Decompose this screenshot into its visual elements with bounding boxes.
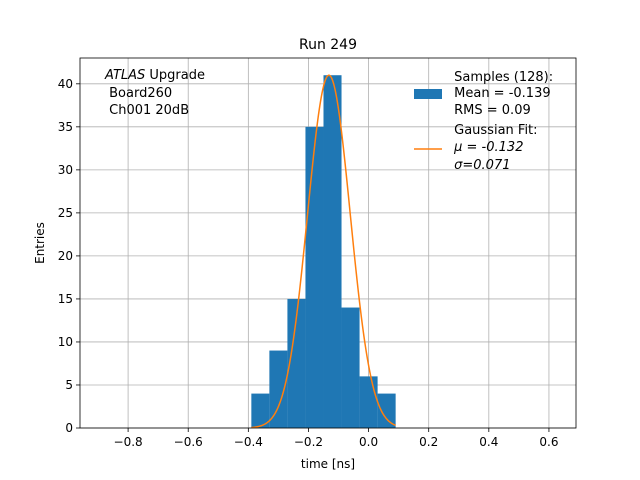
histogram-bar [359, 376, 378, 428]
x-tick-label: −0.2 [294, 435, 323, 449]
annotation-box: ATLAS Upgrade Board260 Ch001 20dB [104, 68, 205, 118]
legend-swatch-samples [414, 89, 442, 99]
legend-samples-line-1: Samples (128): [450, 70, 553, 85]
y-tick-label: 10 [58, 335, 73, 349]
y-tick-label: 35 [58, 120, 73, 134]
legend-fit-line-1: Gaussian Fit: [450, 123, 538, 138]
x-axis-ticks: −0.8 −0.6 −0.4 −0.2 0.0 0.2 0.4 0.6 [114, 428, 558, 449]
legend: Samples (128): Mean = -0.139 RMS = 0.09 … [414, 70, 553, 173]
y-axis-ticks: 0 5 10 15 20 25 30 35 40 [58, 77, 80, 435]
y-tick-label: 20 [58, 249, 73, 263]
x-axis-label: time [ns] [301, 457, 355, 471]
histogram-bar [287, 298, 306, 428]
histogram-bar [341, 307, 360, 428]
annotation-line-1: ATLAS Upgrade [104, 68, 205, 83]
x-tick-label: 0.4 [479, 435, 498, 449]
x-tick-label: −0.4 [234, 435, 263, 449]
legend-fit-line-2: μ = -0.132 [450, 140, 523, 155]
x-tick-label: 0.0 [359, 435, 378, 449]
histogram-bar [251, 393, 270, 428]
y-tick-label: 25 [58, 206, 73, 220]
annotation-line-2: Board260 [105, 86, 172, 101]
y-tick-label: 5 [65, 378, 73, 392]
histogram-bars [251, 75, 396, 429]
y-tick-label: 0 [65, 421, 73, 435]
x-tick-label: 0.6 [539, 435, 558, 449]
legend-samples-line-3: RMS = 0.09 [450, 103, 531, 118]
legend-fit-line-3: σ=0.071 [450, 158, 510, 173]
histogram-bar [377, 393, 396, 428]
plot-frame [79, 57, 577, 429]
histogram-bar [305, 126, 324, 428]
x-tick-label: −0.6 [174, 435, 203, 449]
y-tick-label: 40 [58, 77, 73, 91]
legend-samples-line-2: Mean = -0.139 [450, 86, 551, 101]
annotation-upgrade: Upgrade [145, 68, 205, 83]
y-tick-label: 30 [58, 163, 73, 177]
x-tick-label: −0.8 [114, 435, 143, 449]
gaussian-fit-curve [251, 74, 396, 429]
y-tick-label: 15 [58, 292, 73, 306]
histogram-bar [323, 75, 342, 429]
x-tick-label: 0.2 [419, 435, 438, 449]
y-axis-label: Entries [33, 222, 47, 264]
histogram-bar [269, 350, 288, 428]
annotation-atlas: ATLAS [104, 68, 145, 83]
annotation-line-3: Ch001 20dB [105, 103, 189, 118]
chart-title: Run 249 [299, 37, 357, 53]
